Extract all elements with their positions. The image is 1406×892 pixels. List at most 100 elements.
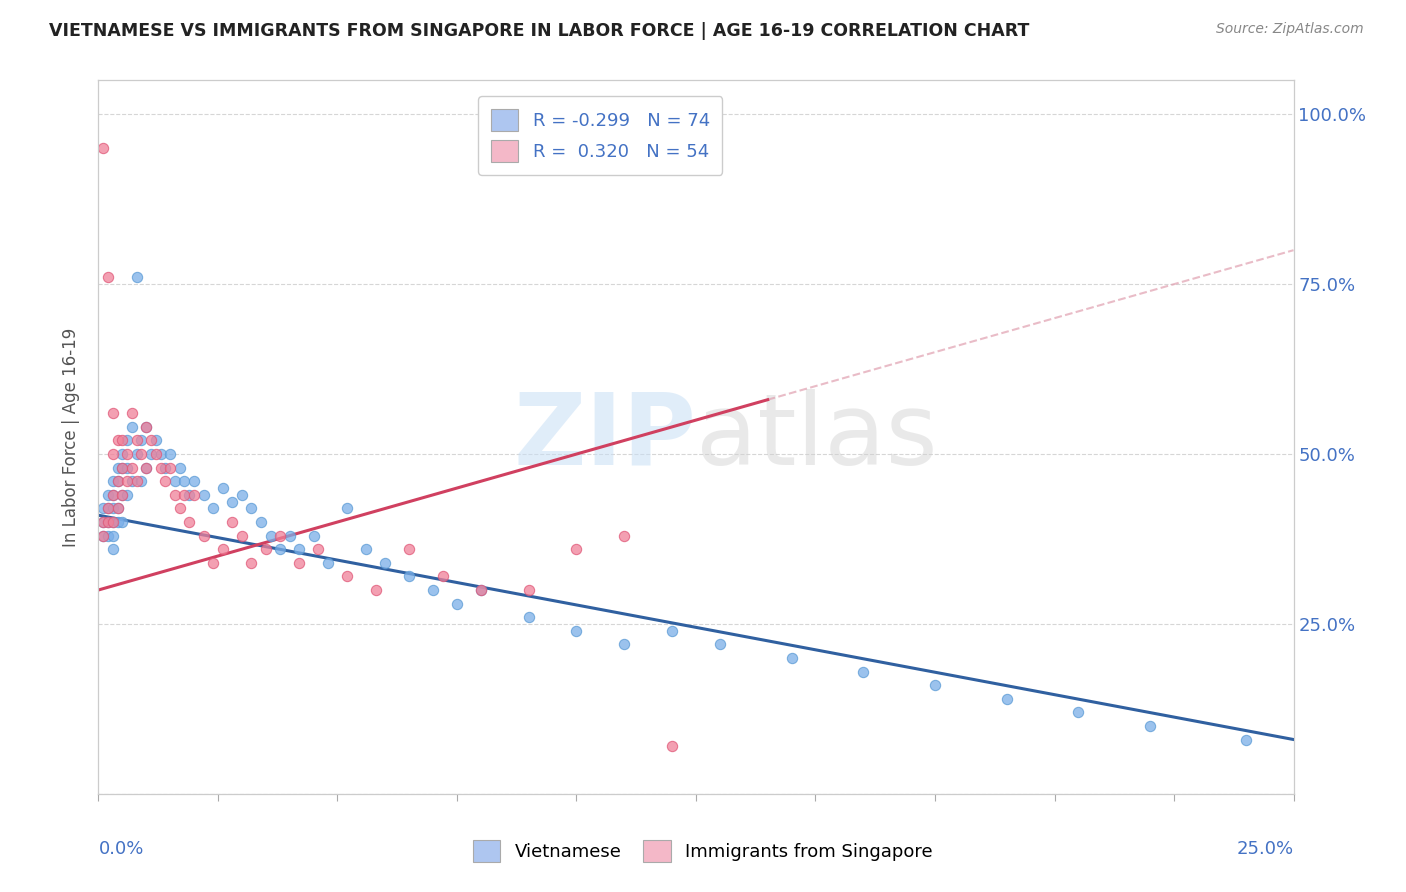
Point bbox=[398, 542, 420, 557]
Point bbox=[780, 651, 803, 665]
Point bbox=[163, 475, 186, 489]
Text: VIETNAMESE VS IMMIGRANTS FROM SINGAPORE IN LABOR FORCE | AGE 16-19 CORRELATION C: VIETNAMESE VS IMMIGRANTS FROM SINGAPORE … bbox=[49, 22, 1029, 40]
Point bbox=[107, 515, 129, 529]
Point bbox=[231, 488, 253, 502]
Point bbox=[432, 569, 454, 583]
Text: atlas: atlas bbox=[696, 389, 938, 485]
Point bbox=[121, 475, 143, 489]
Point bbox=[111, 460, 134, 475]
Point bbox=[470, 582, 492, 597]
Point bbox=[91, 515, 114, 529]
Point bbox=[302, 528, 325, 542]
Point bbox=[422, 582, 444, 597]
Legend: R = -0.299   N = 74, R =  0.320   N = 54: R = -0.299 N = 74, R = 0.320 N = 54 bbox=[478, 96, 723, 175]
Point bbox=[107, 501, 129, 516]
Point bbox=[115, 475, 138, 489]
Point bbox=[121, 420, 143, 434]
Point bbox=[145, 434, 167, 448]
Point bbox=[517, 582, 540, 597]
Point bbox=[254, 542, 277, 557]
Point bbox=[1234, 732, 1257, 747]
Point bbox=[107, 460, 129, 475]
Point bbox=[91, 141, 114, 155]
Point bbox=[135, 460, 157, 475]
Point bbox=[159, 460, 181, 475]
Point bbox=[115, 447, 138, 461]
Point bbox=[91, 528, 114, 542]
Point bbox=[221, 494, 243, 508]
Point bbox=[111, 434, 134, 448]
Point bbox=[111, 488, 134, 502]
Point bbox=[97, 488, 120, 502]
Point bbox=[446, 597, 468, 611]
Point bbox=[517, 610, 540, 624]
Point bbox=[565, 542, 588, 557]
Point bbox=[111, 488, 134, 502]
Point bbox=[565, 624, 588, 638]
Point bbox=[101, 501, 124, 516]
Point bbox=[107, 434, 129, 448]
Point bbox=[97, 515, 120, 529]
Point bbox=[173, 488, 195, 502]
Point bbox=[613, 528, 636, 542]
Point bbox=[159, 447, 181, 461]
Point bbox=[193, 528, 215, 542]
Point bbox=[221, 515, 243, 529]
Point bbox=[115, 434, 138, 448]
Point bbox=[91, 515, 114, 529]
Point bbox=[125, 270, 148, 285]
Point bbox=[852, 665, 875, 679]
Point bbox=[107, 475, 129, 489]
Point bbox=[183, 475, 205, 489]
Point bbox=[278, 528, 301, 542]
Point bbox=[97, 270, 120, 285]
Point bbox=[121, 406, 143, 420]
Point bbox=[661, 739, 683, 754]
Point bbox=[202, 556, 225, 570]
Point bbox=[101, 447, 124, 461]
Point bbox=[179, 488, 201, 502]
Point bbox=[336, 501, 359, 516]
Point bbox=[107, 501, 129, 516]
Point bbox=[101, 488, 124, 502]
Point bbox=[231, 528, 253, 542]
Point bbox=[169, 460, 191, 475]
Point bbox=[101, 515, 124, 529]
Legend: Vietnamese, Immigrants from Singapore: Vietnamese, Immigrants from Singapore bbox=[467, 833, 939, 870]
Point bbox=[259, 528, 281, 542]
Point bbox=[101, 528, 124, 542]
Point bbox=[1139, 719, 1161, 733]
Point bbox=[211, 481, 233, 495]
Point bbox=[135, 420, 157, 434]
Point bbox=[149, 460, 172, 475]
Point bbox=[125, 447, 148, 461]
Point bbox=[269, 528, 291, 542]
Point bbox=[924, 678, 946, 692]
Point bbox=[202, 501, 225, 516]
Point bbox=[364, 582, 387, 597]
Point bbox=[97, 515, 120, 529]
Point bbox=[307, 542, 329, 557]
Point bbox=[121, 460, 143, 475]
Point bbox=[131, 447, 153, 461]
Point bbox=[374, 556, 396, 570]
Point bbox=[995, 691, 1018, 706]
Point bbox=[316, 556, 339, 570]
Y-axis label: In Labor Force | Age 16-19: In Labor Force | Age 16-19 bbox=[62, 327, 80, 547]
Point bbox=[125, 475, 148, 489]
Point bbox=[111, 460, 134, 475]
Text: 25.0%: 25.0% bbox=[1236, 840, 1294, 858]
Point bbox=[149, 447, 172, 461]
Point bbox=[398, 569, 420, 583]
Point bbox=[169, 501, 191, 516]
Point bbox=[101, 406, 124, 420]
Text: 0.0%: 0.0% bbox=[98, 840, 143, 858]
Point bbox=[288, 556, 311, 570]
Point bbox=[1067, 706, 1090, 720]
Point bbox=[250, 515, 273, 529]
Point bbox=[139, 434, 162, 448]
Point bbox=[101, 488, 124, 502]
Point bbox=[709, 637, 731, 651]
Point bbox=[107, 475, 129, 489]
Point bbox=[193, 488, 215, 502]
